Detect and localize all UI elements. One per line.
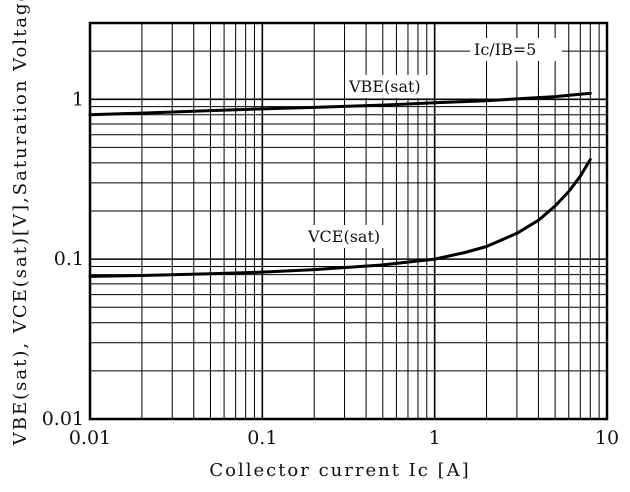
y-tick-label: 1	[72, 88, 84, 110]
y-tick-label: 0.01	[42, 408, 84, 430]
condition-label-bg	[470, 38, 562, 61]
y-axis-title: VBE(sat), VCE(sat)[V],Saturation Voltage	[10, 0, 31, 446]
x-tick-label: 0.01	[69, 427, 111, 449]
tick-labels: 0.01 0.1 1 10 0.01 0.1 1	[42, 88, 619, 449]
condition-label: Ic/IB=5	[474, 40, 536, 59]
series-label-vce-sat: VCE(sat)	[307, 227, 380, 246]
series-line-vce-sat	[88, 158, 592, 278]
x-tick-label: 1	[429, 427, 441, 449]
x-tick-label: 0.1	[247, 427, 277, 449]
series-line-vbe-sat	[88, 91, 592, 117]
x-axis-title: Collector current Ic [A]	[209, 460, 470, 481]
series-label-vbe-sat-bg	[345, 75, 429, 98]
series-label-vbe-sat: VBE(sat)	[348, 77, 421, 96]
series-label-vce-sat-bg	[304, 225, 388, 248]
y-tick-label: 0.1	[54, 248, 84, 270]
plot-frame	[88, 21, 609, 421]
series-layer	[88, 91, 592, 278]
x-tick-label: 10	[595, 427, 619, 449]
annotations: VBE(sat) VCE(sat) Ic/IB=5	[304, 38, 562, 248]
